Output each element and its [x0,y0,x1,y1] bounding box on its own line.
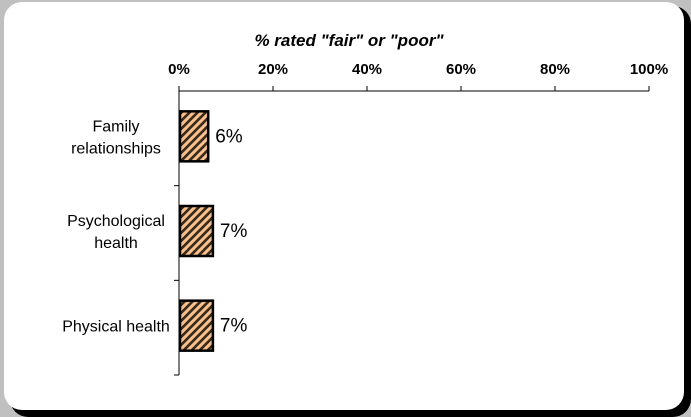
x-tick-label: 40% [352,61,382,78]
bar [178,110,210,163]
category-label: Family [92,118,139,135]
chart-card: % rated "fair" or "poor" 0% 20% 40% 60% 80% 1… [4,2,684,410]
value-labels: 6% 7% 7% [215,126,247,336]
y-axis [174,91,180,376]
x-tick-label: 0% [168,61,190,78]
bar-chart: % rated "fair" or "poor" 0% 20% 40% 60% 80% 1… [62,31,668,376]
bars [178,110,215,352]
category-label: Psychological [67,213,165,230]
value-label: 7% [220,316,248,337]
value-label: 6% [215,126,243,147]
x-tick-label: 60% [446,61,476,78]
category-label: Physical health [62,319,170,336]
x-tick-label: 100% [630,61,668,78]
value-label: 7% [220,221,248,242]
x-axis: 0% 20% 40% 60% 80% 100% [168,61,668,92]
x-tick-label: 20% [258,61,288,78]
category-label: health [94,235,138,252]
bar [178,299,215,352]
bar [178,204,215,258]
x-tick-label: 80% [540,61,570,78]
chart-title: % rated "fair" or "poor" [254,31,444,50]
category-label: relationships [71,140,161,157]
category-labels: Family relationships Psychological health Ph… [62,118,170,335]
